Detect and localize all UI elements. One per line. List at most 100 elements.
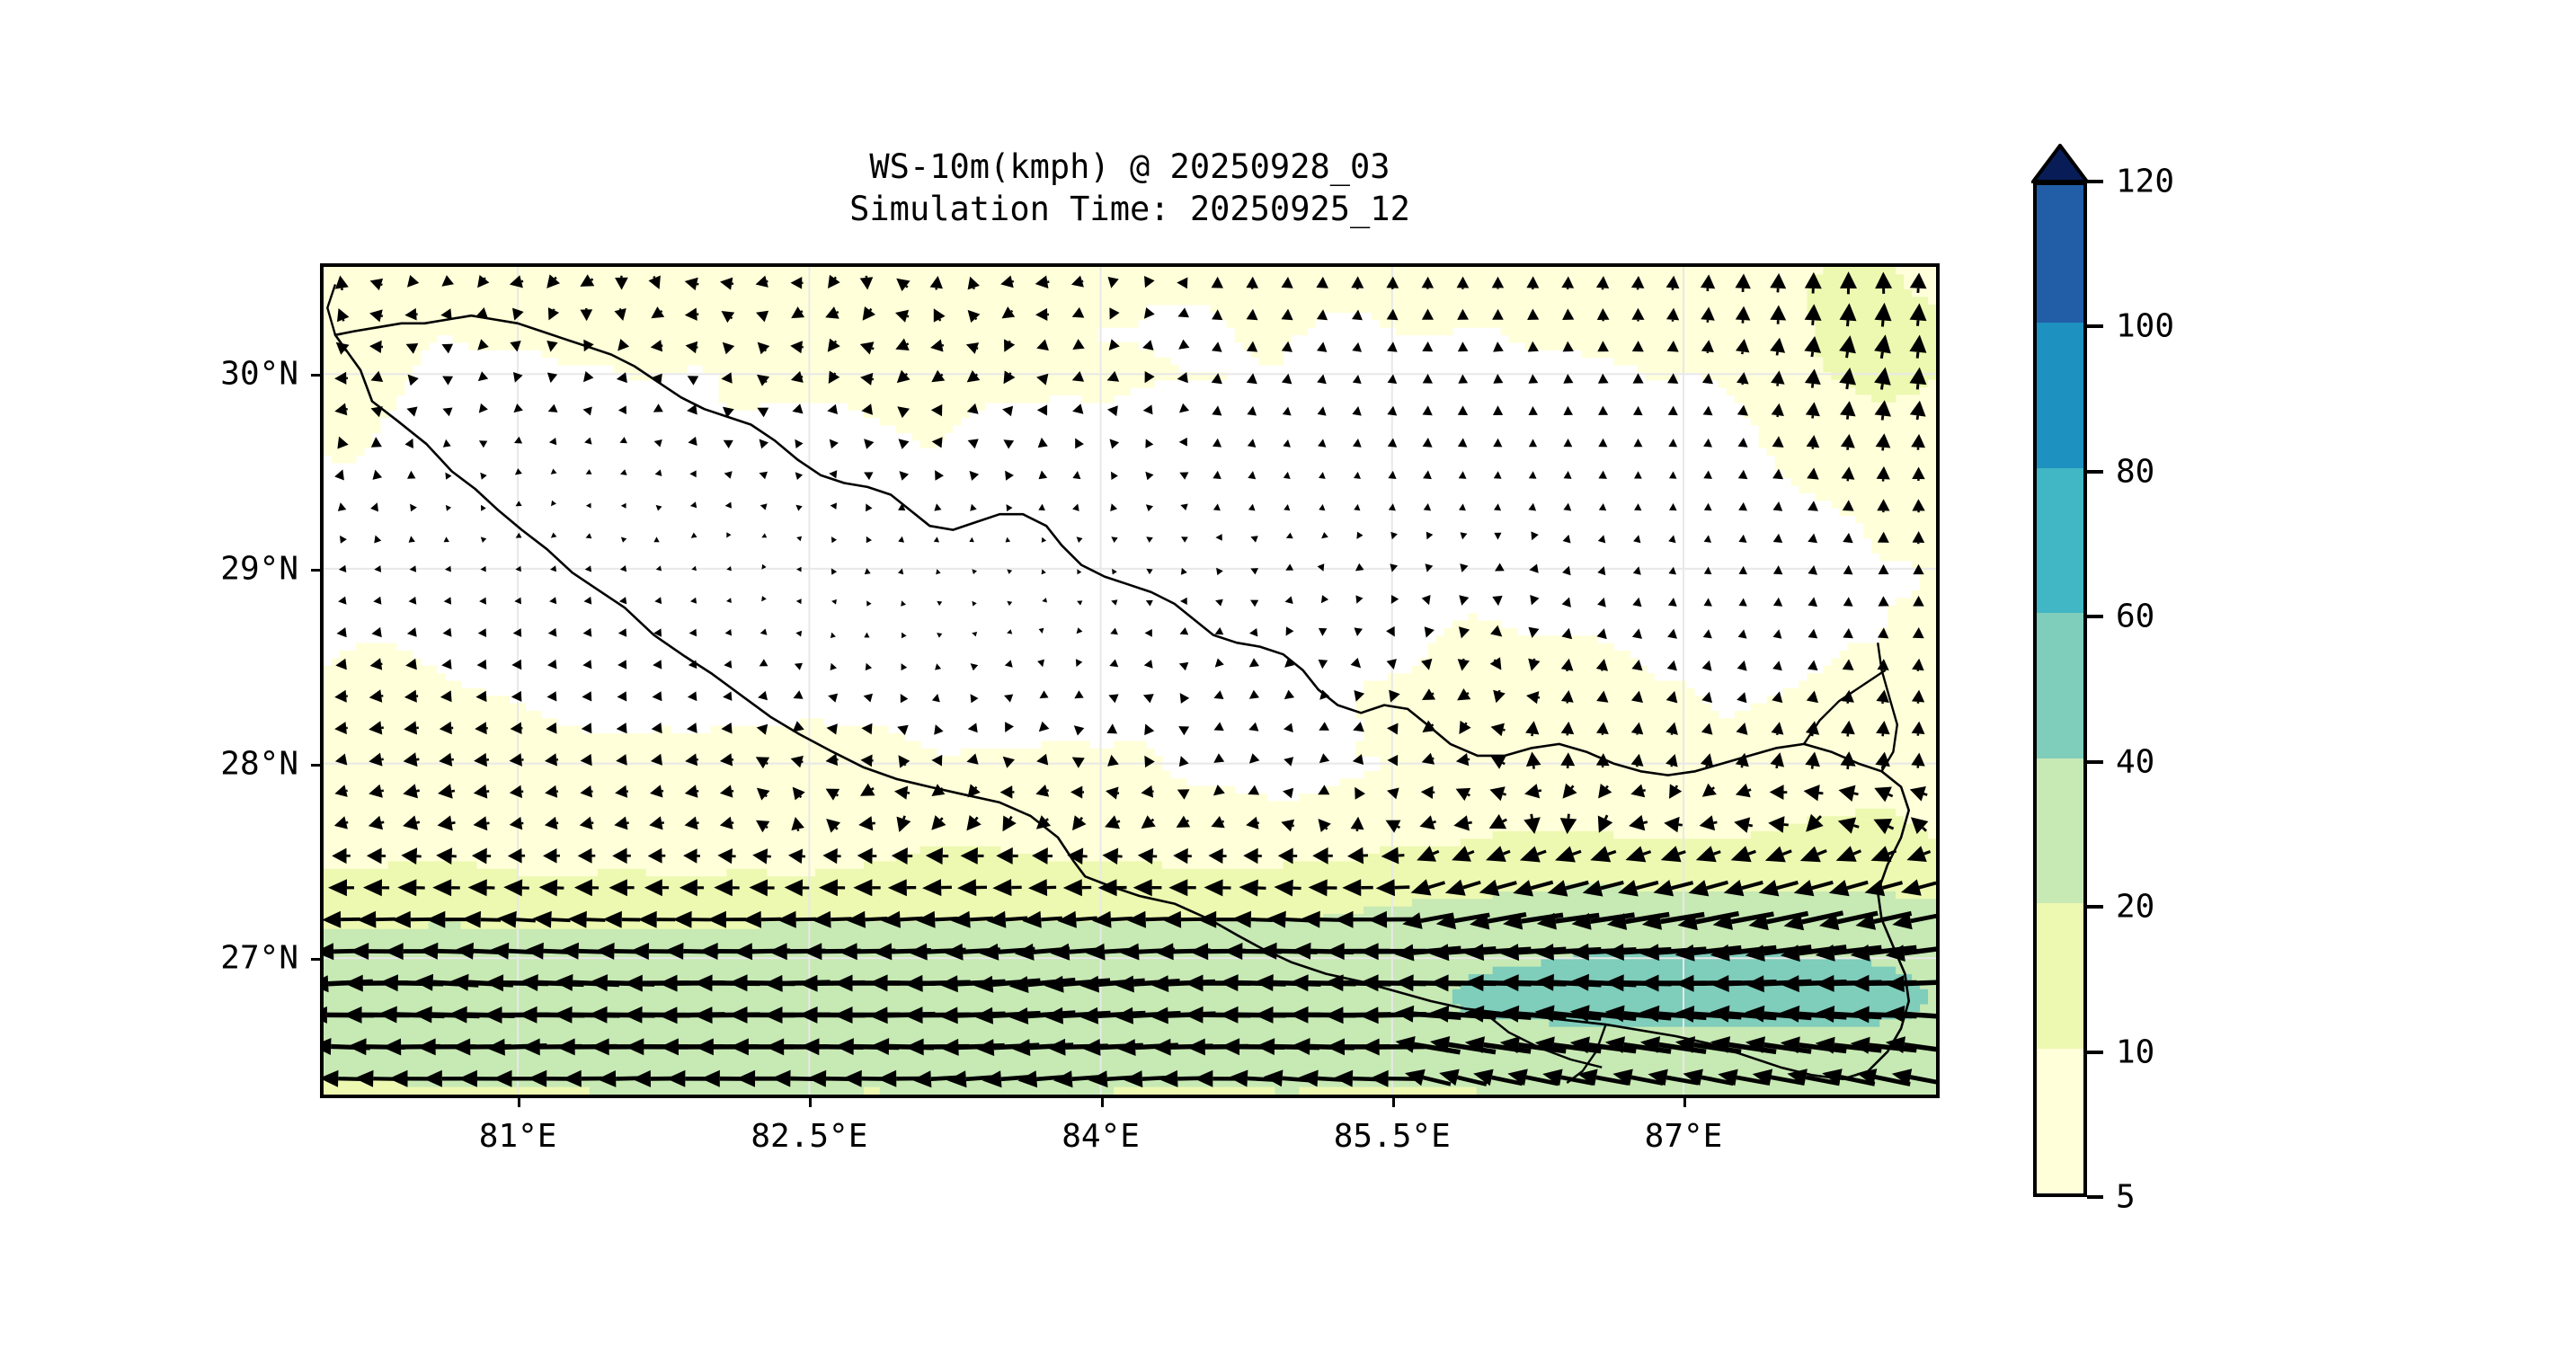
vector-head — [935, 663, 942, 670]
vector-head — [419, 942, 439, 960]
vector-head — [796, 536, 803, 542]
vector-shaft — [974, 785, 978, 789]
wind-vector — [1107, 277, 1119, 288]
wind-vector — [511, 690, 522, 702]
speed-band-cell — [1928, 830, 1936, 840]
wind-vector — [445, 565, 451, 572]
wind-vector — [859, 341, 875, 355]
wind-vector — [1423, 470, 1432, 480]
colorbar[interactable]: 5 10 20 40 60 80 100 120 — [2031, 144, 2174, 1216]
vector-shaft — [1713, 850, 1721, 856]
vector-head — [864, 439, 875, 449]
wind-vector — [1493, 689, 1506, 704]
wind-vector — [406, 406, 418, 417]
wind-vector — [1523, 813, 1541, 834]
vector-head — [1318, 785, 1330, 795]
vector-head — [1490, 625, 1503, 637]
wind-vector — [546, 341, 558, 352]
vector-head — [1180, 503, 1188, 510]
vector-shaft — [660, 310, 663, 313]
vector-head — [1534, 1036, 1555, 1054]
speed-band-cell — [1364, 718, 1936, 727]
vector-shaft — [1880, 415, 1885, 421]
vector-head — [546, 341, 558, 352]
vector-head — [347, 1038, 367, 1056]
vector-head — [1701, 373, 1713, 385]
wind-vector — [1876, 689, 1889, 705]
wind-vector — [1248, 785, 1260, 795]
speed-band-cell — [1879, 1019, 1936, 1028]
vector-shaft — [871, 347, 875, 350]
wind-vector — [1667, 628, 1677, 639]
map-axes[interactable] — [320, 263, 1940, 1098]
wind-vector — [1027, 879, 1057, 897]
vector-head — [1815, 1036, 1835, 1054]
vector-head — [757, 374, 770, 386]
vector-head — [1145, 471, 1154, 481]
vector-head — [1143, 307, 1155, 319]
vector-head — [1179, 403, 1190, 413]
vector-head — [829, 470, 838, 479]
wind-vector — [719, 753, 734, 767]
vector-head — [1071, 757, 1085, 768]
vector-head — [1805, 721, 1820, 735]
wind-vector — [1439, 1069, 1488, 1086]
vector-head — [1109, 307, 1120, 320]
wind-vector — [1353, 439, 1362, 448]
vector-head — [1523, 817, 1541, 834]
vector-head — [1876, 689, 1889, 703]
vector-head — [334, 371, 347, 385]
vector-head — [934, 724, 944, 735]
speed-band-cell — [1807, 281, 1905, 290]
wind-vector — [1417, 846, 1440, 862]
wind-vector — [1387, 787, 1399, 800]
wind-vector — [509, 753, 524, 767]
vector-head — [1604, 1005, 1625, 1023]
wind-vector — [649, 816, 664, 830]
vector-head — [1213, 722, 1224, 732]
wind-vector — [478, 403, 488, 413]
wind-vector — [724, 501, 732, 509]
wind-vector — [1389, 689, 1400, 703]
wind-vector — [1213, 690, 1224, 699]
wind-vector — [1808, 533, 1817, 544]
vector-shaft — [1010, 309, 1014, 313]
vector-shaft — [1570, 785, 1575, 789]
vector-head — [391, 910, 411, 928]
wind-vector — [1204, 879, 1231, 897]
wind-vector — [860, 754, 874, 767]
speed-band-cell — [1823, 267, 1896, 276]
vector-head — [827, 338, 840, 352]
wind-vector — [757, 341, 770, 355]
wind-vector — [934, 724, 944, 735]
vector-head — [1875, 433, 1891, 448]
speed-band-cell — [324, 989, 1453, 998]
vector-head — [742, 910, 761, 928]
vector-shaft — [1250, 918, 1274, 922]
vector-shaft — [380, 789, 385, 793]
vector-head — [1840, 271, 1857, 288]
vector-head — [1324, 1007, 1344, 1024]
vector-head — [687, 404, 697, 415]
speed-band-cell — [1492, 830, 1614, 840]
vector-head — [524, 942, 544, 960]
speed-band-cell — [597, 868, 647, 877]
vector-shaft — [1493, 659, 1497, 661]
vector-head — [1317, 406, 1327, 416]
vector-shaft — [1431, 723, 1435, 727]
vector-head — [1359, 943, 1379, 961]
wind-vector — [617, 691, 627, 702]
speed-band-cell — [460, 921, 760, 930]
vector-head — [1805, 751, 1820, 767]
vector-head — [654, 469, 662, 476]
vector-head — [1076, 537, 1083, 543]
vector-head — [1116, 1039, 1136, 1056]
speed-band-cell — [919, 439, 937, 448]
vector-head — [1534, 973, 1554, 991]
vector-head — [1563, 374, 1574, 384]
wind-vector — [1513, 880, 1554, 897]
wind-vector — [474, 752, 489, 767]
wind-vector — [1571, 912, 1635, 930]
speed-band-cell — [1275, 1086, 1301, 1095]
xtick-mark — [518, 1098, 521, 1107]
